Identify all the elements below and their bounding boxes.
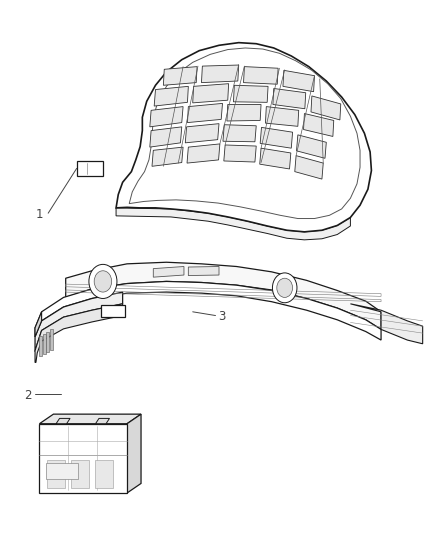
Circle shape — [89, 264, 117, 298]
Polygon shape — [50, 329, 53, 350]
Polygon shape — [223, 125, 256, 142]
Polygon shape — [297, 135, 326, 158]
Polygon shape — [163, 67, 197, 85]
Polygon shape — [116, 208, 350, 240]
Polygon shape — [35, 312, 42, 337]
Polygon shape — [66, 262, 381, 329]
Polygon shape — [35, 304, 123, 362]
Polygon shape — [39, 424, 127, 493]
Polygon shape — [244, 67, 278, 84]
Polygon shape — [233, 85, 268, 102]
Polygon shape — [193, 84, 229, 103]
Polygon shape — [154, 86, 188, 106]
Polygon shape — [46, 463, 78, 479]
Polygon shape — [304, 114, 334, 136]
Polygon shape — [101, 305, 125, 317]
Text: 3: 3 — [218, 310, 226, 323]
Polygon shape — [265, 107, 299, 126]
Polygon shape — [260, 148, 291, 169]
Polygon shape — [95, 460, 113, 488]
Polygon shape — [153, 266, 184, 277]
Polygon shape — [283, 70, 314, 92]
Polygon shape — [56, 418, 70, 424]
Circle shape — [277, 278, 293, 297]
Polygon shape — [185, 124, 219, 143]
Text: 2: 2 — [24, 389, 32, 402]
Polygon shape — [71, 460, 89, 488]
Polygon shape — [39, 414, 141, 424]
Polygon shape — [152, 147, 183, 166]
Polygon shape — [188, 266, 219, 276]
Polygon shape — [311, 96, 341, 120]
Polygon shape — [39, 336, 42, 356]
Polygon shape — [260, 127, 293, 148]
Polygon shape — [201, 65, 239, 83]
Polygon shape — [116, 43, 371, 232]
Polygon shape — [227, 104, 261, 121]
Polygon shape — [187, 144, 220, 163]
Circle shape — [94, 271, 112, 292]
Text: 1: 1 — [36, 208, 43, 221]
Polygon shape — [273, 88, 306, 109]
Polygon shape — [295, 156, 323, 179]
Polygon shape — [224, 145, 256, 162]
Polygon shape — [127, 414, 141, 493]
Polygon shape — [150, 107, 183, 127]
Polygon shape — [46, 332, 49, 352]
Polygon shape — [150, 127, 182, 147]
Polygon shape — [47, 460, 65, 488]
Polygon shape — [35, 281, 381, 340]
Polygon shape — [187, 103, 223, 123]
Polygon shape — [35, 292, 123, 352]
Polygon shape — [350, 304, 423, 344]
Circle shape — [272, 273, 297, 303]
Polygon shape — [43, 334, 46, 354]
Polygon shape — [77, 161, 103, 176]
Polygon shape — [95, 418, 110, 424]
